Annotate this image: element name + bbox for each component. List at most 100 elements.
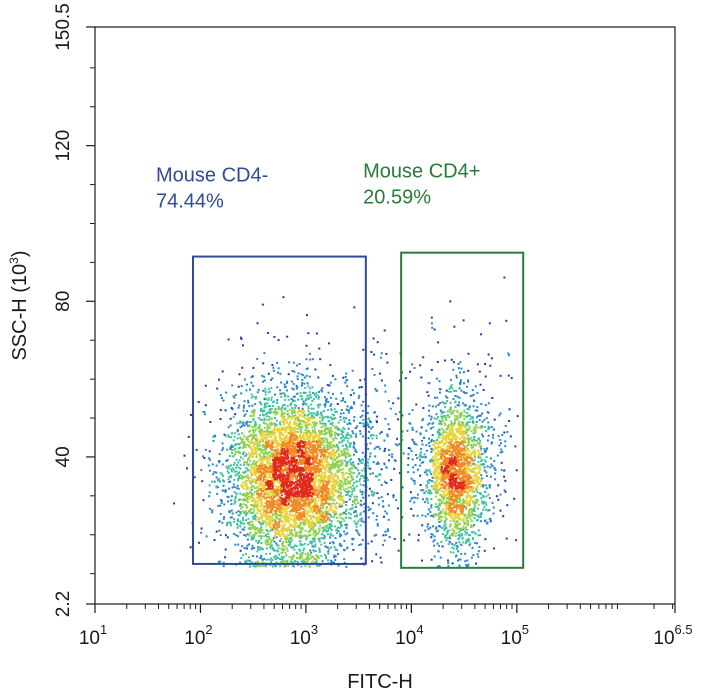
event-dot [270,433,273,436]
event-dot [297,508,300,511]
event-dot [228,455,231,457]
event-dot [262,478,265,481]
event-dot [318,420,321,423]
event-dot [304,454,307,457]
event-dot [296,392,299,395]
event-dot [299,477,302,480]
event-dot [305,477,308,480]
event-dot [335,511,338,514]
event-dot [231,452,234,454]
event-dot [275,511,278,514]
event-dot [247,521,250,524]
event-dot [265,552,268,555]
event-dot [200,531,203,534]
event-dot [218,453,221,456]
event-dot [326,428,329,431]
event-dot [341,512,344,515]
event-dot [345,447,348,450]
event-dot [209,421,212,423]
event-dot [268,536,271,539]
event-dot [347,437,350,440]
event-dot [287,564,290,567]
event-dot [333,482,336,485]
event-dot [333,445,336,448]
event-dot [272,498,275,501]
event-dot [320,411,323,414]
event-dot [347,490,350,493]
event-dot [314,529,317,532]
event-dot [323,553,326,556]
event-dot [220,394,222,397]
event-dot [248,425,251,428]
event-dot [354,510,357,512]
event-dot [243,404,245,407]
event-dot [359,513,362,516]
event-dot [270,494,273,497]
event-dot [265,398,267,401]
event-dot [242,516,244,519]
event-dot [325,497,327,500]
event-dot [332,492,334,495]
event-dot [325,400,328,403]
event-dot [294,434,297,436]
event-dot [306,554,309,556]
event-dot [318,550,321,552]
event-dot [304,534,307,537]
event-dot [316,441,318,444]
event-dot [290,457,293,460]
event-dot [359,524,362,527]
event-dot [348,472,351,475]
event-dot [247,457,250,460]
event-dot [343,511,346,514]
event-dot [376,524,379,527]
event-dot [323,516,326,519]
event-dot [292,382,295,385]
event-dot [321,438,324,441]
event-dot [338,453,340,456]
event-dot [330,480,333,483]
event-dot [245,475,248,478]
event-dot [306,560,309,563]
event-dot [254,500,257,503]
event-dot [327,482,330,485]
event-dot [229,521,232,524]
event-dot [287,426,290,429]
event-dot [264,464,267,467]
event-dot [320,413,323,416]
event-dot [375,515,378,518]
event-dot [240,485,243,488]
event-dot [353,495,356,498]
event-dot [375,518,378,521]
event-dot [254,442,257,445]
event-dot [300,415,303,417]
event-dot [221,521,224,524]
event-dot [306,394,309,397]
event-dot [269,489,272,492]
event-dot [278,430,281,432]
event-dot [255,450,258,453]
event-dot [234,432,237,435]
event-dot [273,495,276,498]
event-dot [304,529,307,532]
event-dot [334,473,337,476]
event-dot [319,496,322,499]
event-dot [274,519,277,522]
event-dot [327,416,330,419]
event-dot [295,387,298,390]
event-dot [303,485,306,488]
event-dot [280,497,283,500]
event-dot [291,480,294,483]
event-dot [305,425,307,428]
event-dot [269,522,272,524]
event-dot [324,430,326,432]
event-dot [276,501,279,504]
event-dot [397,549,400,552]
event-dot [264,448,267,451]
event-dot [320,485,323,488]
event-dot [340,441,343,444]
event-dot [231,512,234,515]
event-dot [361,451,364,454]
event-dot [267,485,270,488]
event-dot [339,526,342,529]
event-dot [285,463,288,466]
